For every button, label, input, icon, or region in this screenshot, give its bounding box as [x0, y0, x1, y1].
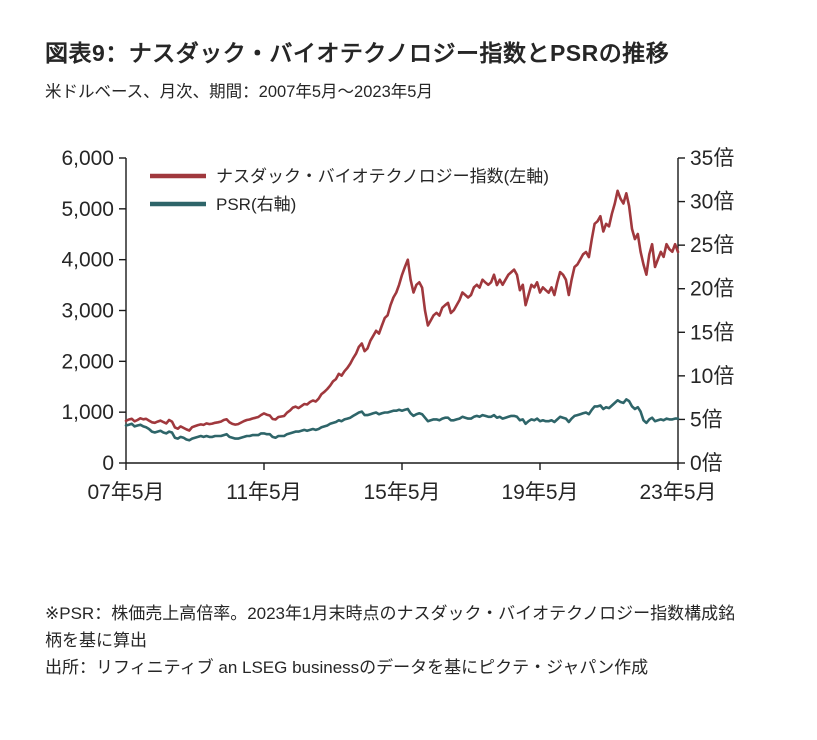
left-axis-tick-label: 6,000 — [61, 147, 114, 170]
line-chart: 0 1,000 2,000 3,000 4,000 5,000 6,000 0倍 5倍 10倍 15… — [61, 147, 734, 504]
right-axis-tick-label: 15倍 — [690, 321, 734, 344]
figure-subtitle: 米ドルベース、月次、期間：2007年5月～2023年5月 — [45, 83, 433, 101]
x-axis-tick-label: 15年5月 — [363, 481, 440, 504]
x-axis-tick-label: 19年5月 — [501, 481, 578, 504]
legend-label-0: ナスダック・バイオテクノロジー指数(左軸) — [216, 167, 549, 186]
footnotes: ※PSR：株価売上高倍率。2023年1月末時点のナスダック・バイオテクノロジー指… — [45, 600, 745, 681]
left-axis-tick-label: 3,000 — [61, 300, 114, 323]
left-axis-tick-label: 2,000 — [61, 350, 114, 373]
x-axis-tick-label: 07年5月 — [87, 481, 164, 504]
x-axis-tick-label: 11年5月 — [226, 481, 301, 504]
left-axis-tick-label: 5,000 — [61, 198, 114, 221]
right-axis-tick-label: 35倍 — [690, 147, 734, 170]
chart-area: 0 1,000 2,000 3,000 4,000 5,000 6,000 0倍 5倍 10倍 15… — [0, 128, 817, 528]
left-axis-tick-label: 1,000 — [61, 401, 114, 424]
footnote-psr-definition: ※PSR：株価売上高倍率。2023年1月末時点のナスダック・バイオテクノロジー指… — [45, 604, 736, 650]
left-axis-tick-label: 0 — [102, 452, 114, 475]
left-axis-tick-label: 4,000 — [61, 249, 114, 272]
legend-label-1: PSR(右軸) — [216, 195, 296, 214]
x-axis-tick-label: 23年5月 — [639, 481, 716, 504]
right-axis-tick-label: 0倍 — [690, 452, 723, 475]
right-axis-tick-label: 10倍 — [690, 365, 734, 388]
footnote-source: 出所：リフィニティブ an LSEG businessのデータを基にピクテ・ジャ… — [45, 658, 649, 677]
right-axis-tick-label: 5倍 — [690, 408, 723, 431]
right-axis-tick-label: 20倍 — [690, 278, 734, 301]
figure-title: 図表9：ナスダック・バイオテクノロジー指数とPSRの推移 — [45, 40, 670, 66]
right-axis-tick-label: 25倍 — [690, 234, 734, 257]
right-axis-tick-label: 30倍 — [690, 191, 734, 214]
series-line-1 — [124, 398, 680, 442]
series-line-0 — [124, 189, 680, 432]
